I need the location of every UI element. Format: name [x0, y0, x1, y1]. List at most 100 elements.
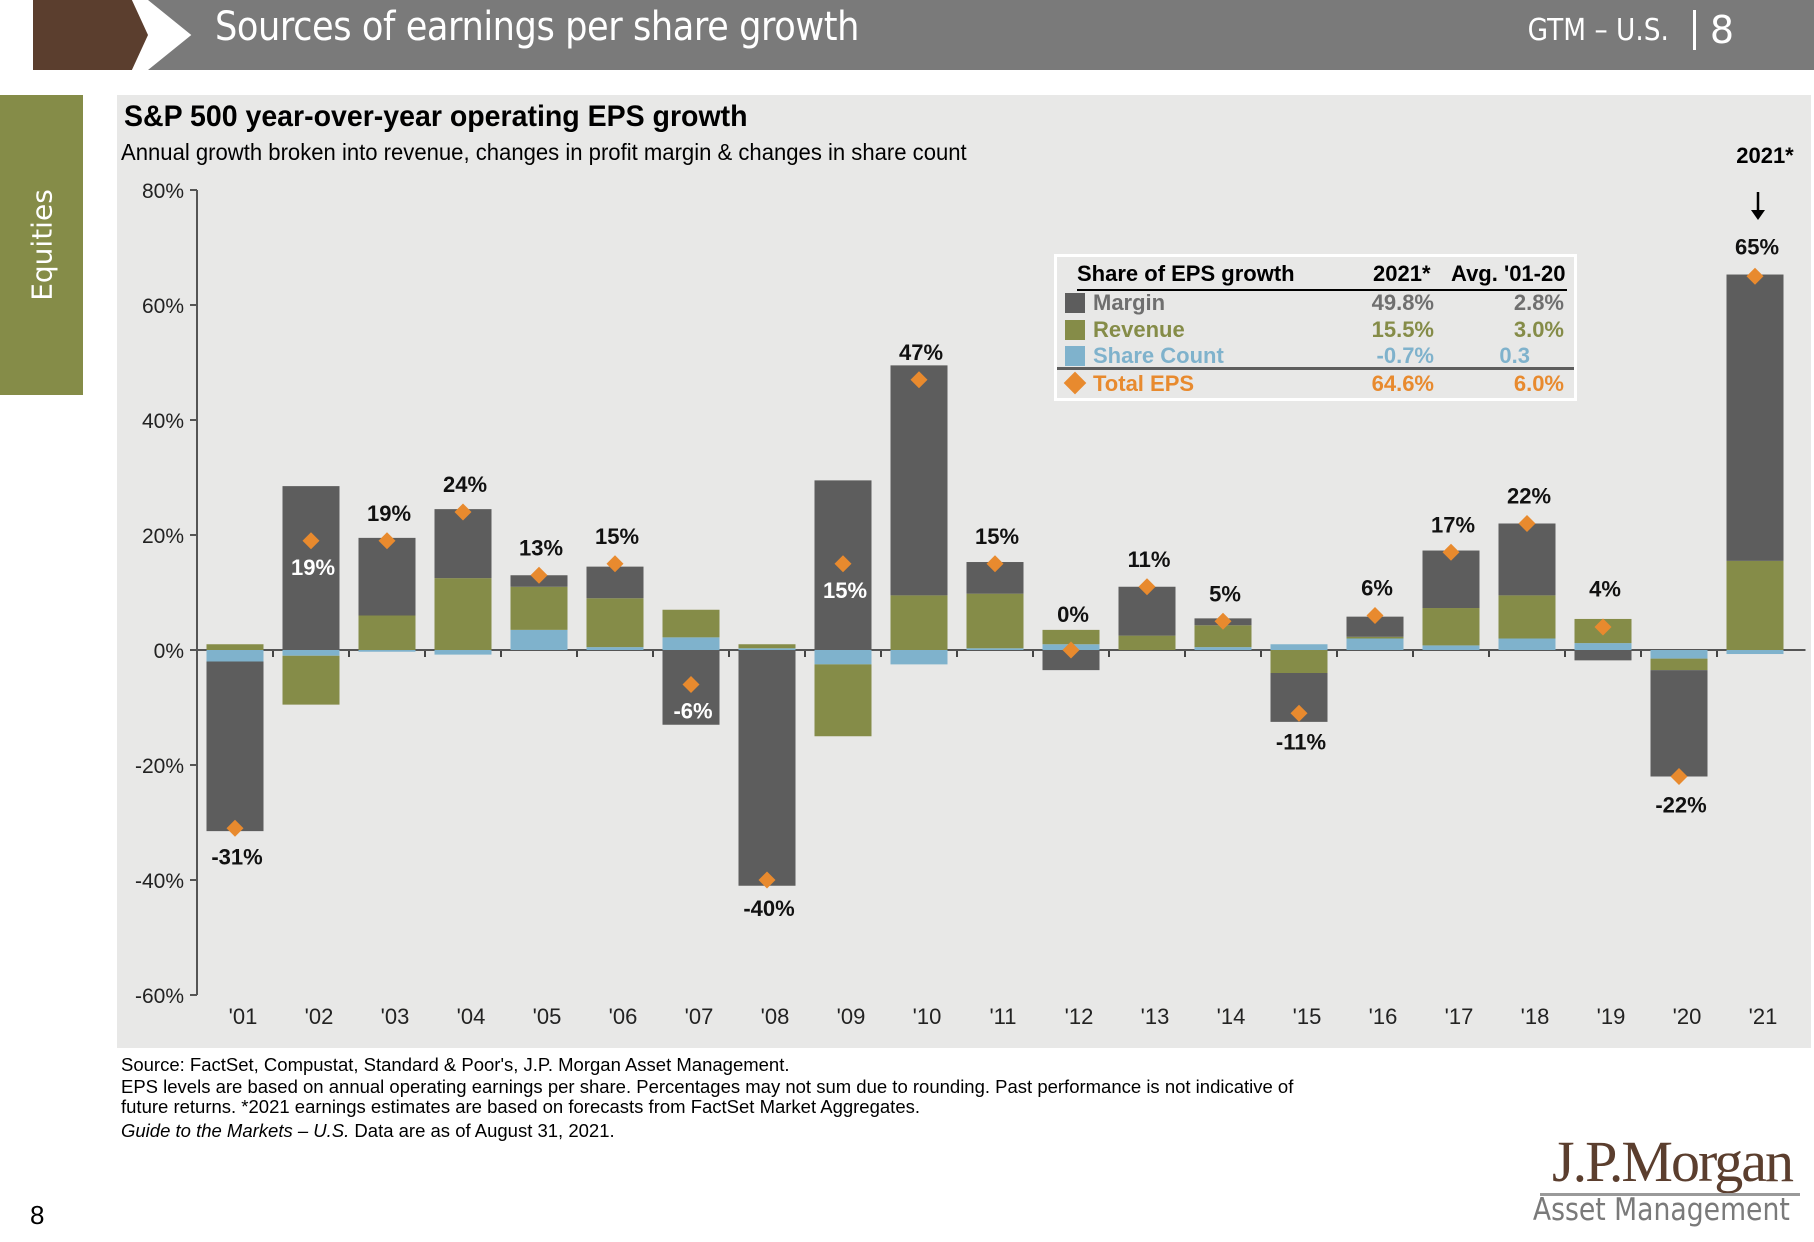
legend-value-2021: -0.7%	[1376, 343, 1434, 368]
bar-segment-revenue	[890, 595, 948, 650]
bar-segment-margin	[1042, 650, 1100, 671]
data-label: 15%	[595, 524, 639, 549]
total-eps-marker	[1062, 641, 1080, 659]
y-tick-label: 80%	[142, 180, 184, 203]
bar-segment-share-count	[738, 648, 796, 650]
total-eps-marker	[1138, 578, 1156, 596]
bar-segment-margin	[890, 365, 948, 596]
x-tick-label: '02	[305, 1004, 334, 1029]
bar-segment-share-count	[1726, 650, 1784, 655]
data-label: 19%	[291, 555, 335, 580]
legend-value-2021: 15.5%	[1371, 317, 1434, 342]
y-tick-label: 40%	[142, 410, 184, 433]
source-note: Source: FactSet, Compustat, Standard & P…	[121, 1054, 790, 1075]
bar-segment-revenue	[1194, 625, 1252, 648]
bar-segment-revenue	[814, 664, 872, 737]
data-label: -11%	[1276, 729, 1326, 754]
bar-segment-share-count	[586, 647, 644, 650]
bar-segment-revenue	[1118, 635, 1176, 650]
bar-segment-revenue	[586, 598, 644, 648]
y-tick-label: 20%	[142, 525, 184, 548]
x-tick-label: '18	[1521, 1004, 1550, 1029]
bar-segment-revenue	[1422, 608, 1480, 646]
bar-segment-revenue	[966, 593, 1024, 649]
diamond-icon	[1063, 371, 1087, 395]
legend-header-avg: Avg. '01-20	[1451, 261, 1566, 286]
square-icon	[1065, 346, 1085, 366]
legend-header-label: Share of EPS growth	[1077, 261, 1295, 286]
total-eps-marker	[1290, 704, 1308, 722]
y-tick-label: -40%	[135, 870, 184, 893]
legend-row-share-count: Share Count -0.7% 0.3	[1065, 343, 1570, 369]
total-eps-marker	[378, 532, 396, 550]
section-tab: Equities	[0, 95, 83, 395]
bar-segment-revenue	[434, 578, 492, 650]
data-label: 15%	[975, 524, 1019, 549]
total-eps-marker	[1214, 612, 1232, 630]
bar-segment-share-count	[206, 650, 264, 662]
square-icon	[1065, 293, 1085, 313]
bar-segment-share-count	[282, 650, 340, 656]
legend-value-avg: 2.8%	[1513, 290, 1564, 315]
data-label: 4%	[1589, 576, 1621, 601]
bar-segment-margin	[206, 661, 264, 832]
data-label: -31%	[211, 844, 262, 869]
total-eps-marker	[1518, 515, 1536, 532]
arrow-down-icon	[1751, 192, 1765, 220]
x-tick-label: '01	[229, 1004, 258, 1029]
legend-divider	[1057, 367, 1574, 370]
bar-segment-margin	[358, 537, 416, 616]
bar-segment-share-count	[890, 650, 948, 665]
bar-segment-share-count	[434, 650, 492, 655]
header-chevron	[33, 0, 148, 70]
y-tick-label: -60%	[135, 985, 184, 1008]
x-tick-label: '16	[1369, 1004, 1398, 1029]
bar-segment-share-count	[1498, 638, 1556, 650]
x-tick-label: '20	[1673, 1004, 1702, 1029]
x-tick-label: '12	[1065, 1004, 1094, 1029]
bar-segment-share-count	[966, 648, 1024, 650]
bar-segment-revenue	[1650, 658, 1708, 671]
legend-row-total-eps: Total EPS 64.6% 6.0%	[1063, 371, 1570, 397]
data-label: -40%	[743, 896, 794, 921]
legend-header-2021: 2021*	[1373, 261, 1431, 286]
x-tick-label: '21	[1749, 1004, 1778, 1029]
header-guide: GTM – U.S. 8	[1518, 8, 1734, 52]
x-tick-label: '06	[609, 1004, 638, 1029]
legend-row-revenue: Revenue 15.5% 3.0%	[1065, 317, 1570, 343]
legend-value-avg: 3.0%	[1513, 317, 1564, 342]
annotation-2021: 2021*	[1736, 143, 1794, 168]
total-eps-marker	[1746, 267, 1764, 285]
data-label: 11%	[1128, 547, 1171, 572]
total-eps-marker	[530, 566, 548, 584]
bar-segment-share-count	[510, 629, 568, 650]
bar-segment-revenue	[738, 644, 796, 649]
data-label: 0%	[1057, 602, 1089, 627]
guide-name: Guide to the Markets – U.S.	[121, 1120, 350, 1141]
bar-segment-share-count	[1270, 644, 1328, 650]
bar-segment-share-count	[814, 650, 872, 665]
x-tick-label: '09	[837, 1004, 866, 1029]
legend-table: Share of EPS growth 2021* Avg. '01-20 Ma…	[1054, 254, 1577, 401]
x-tick-label: '07	[685, 1004, 714, 1029]
legend-label: Revenue	[1093, 317, 1185, 342]
legend-label: Share Count	[1093, 343, 1224, 368]
bar-segment-margin	[738, 650, 796, 886]
bar-segment-share-count	[1346, 638, 1404, 650]
x-tick-label: '15	[1293, 1004, 1322, 1029]
bar-segment-share-count	[662, 637, 720, 650]
disclaimer-line-2: future returns. *2021 earnings estimates…	[121, 1096, 920, 1117]
disclaimer-line-1: EPS levels are based on annual operating…	[121, 1076, 1294, 1097]
total-eps-marker	[1670, 768, 1688, 785]
bar-segment-revenue	[1270, 650, 1328, 673]
legend-value-2021: 64.6%	[1371, 371, 1434, 396]
data-label: 19%	[367, 501, 411, 526]
bar-segment-margin	[1498, 523, 1556, 596]
x-tick-label: '03	[381, 1004, 410, 1029]
bar-segment-share-count	[1422, 645, 1480, 650]
header-page-number: 8	[1709, 8, 1734, 52]
bar-segment-margin	[1650, 670, 1708, 777]
x-tick-label: '19	[1597, 1004, 1626, 1029]
total-eps-marker	[910, 371, 928, 389]
total-eps-marker	[834, 555, 852, 573]
